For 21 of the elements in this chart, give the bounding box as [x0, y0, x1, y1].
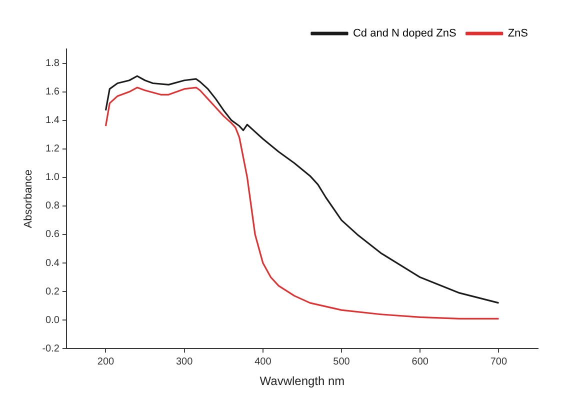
- x-tick-label: 300: [176, 356, 194, 368]
- y-tick-label: 0.0: [46, 314, 60, 326]
- x-tick-label: 600: [412, 356, 429, 368]
- x-axis-title: Wavwlength nm: [260, 374, 345, 388]
- y-tick-label: 1.4: [46, 115, 60, 126]
- y-tick-label: 0.2: [46, 286, 60, 298]
- x-tick-label: 200: [97, 356, 115, 368]
- x-tick-label: 700: [490, 356, 508, 368]
- y-tick-label: 1.8: [46, 58, 60, 70]
- y-tick-label: 1.6: [46, 86, 60, 98]
- y-tick-label: 1.2: [46, 144, 60, 155]
- y-tick-label: 0.8: [46, 200, 60, 212]
- y-tick-label: 0.6: [46, 229, 60, 240]
- x-tick-label: 500: [333, 356, 350, 368]
- y-tick-label: -0.2: [42, 343, 60, 354]
- y-axis-title: Absorbance: [22, 169, 35, 228]
- y-tick-label: 0.4: [46, 258, 60, 269]
- y-tick-label: 1.0: [46, 172, 60, 184]
- legend-label: Cd and N doped ZnS: [352, 28, 456, 40]
- x-tick-label: 400: [254, 356, 272, 368]
- legend-label: ZnS: [508, 28, 528, 40]
